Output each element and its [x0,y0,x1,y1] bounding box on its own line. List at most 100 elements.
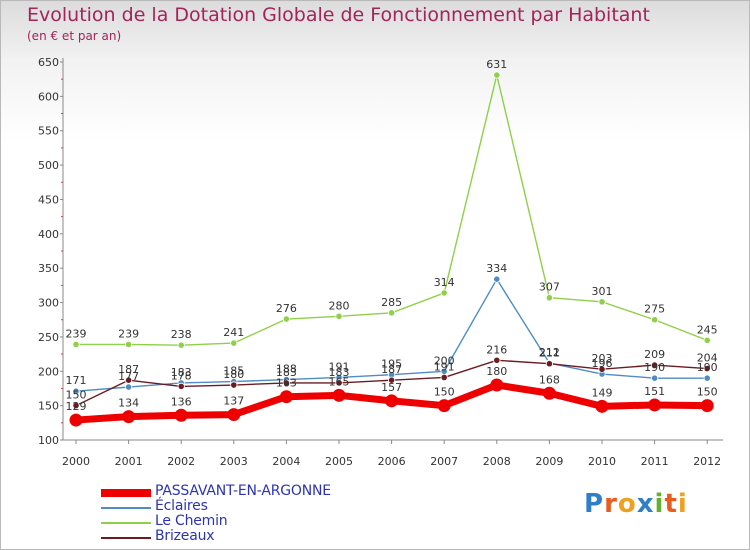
logo-letter: o [617,489,637,519]
data-label: 241 [223,326,244,339]
data-label: 276 [276,302,297,315]
y-tick-label: 150 [38,400,59,413]
data-label: 178 [171,369,192,382]
data-label: 211 [539,347,560,360]
proxiti-logo: Proxiti [584,489,688,519]
data-point [493,275,501,283]
data-point [282,315,290,323]
data-label: 190 [644,361,665,374]
data-label: 245 [697,323,718,336]
data-label: 301 [592,285,613,298]
data-point [440,289,448,297]
x-tick-label: 2005 [325,455,353,468]
data-label: 191 [329,360,350,373]
data-label: 180 [486,365,507,378]
data-label: 187 [381,363,402,376]
series-passavant-en-argonne [69,378,714,427]
data-point [387,376,396,384]
x-tick-label: 2006 [378,455,406,468]
legend-label: Brizeaux [155,528,215,544]
data-label: 165 [329,375,350,388]
data-label: 183 [171,366,192,379]
data-label: 151 [644,385,665,398]
data-point [493,356,501,364]
y-tick-label: 400 [38,228,59,241]
data-point [545,360,554,368]
data-point [598,298,606,306]
data-label: 239 [66,327,87,340]
data-label: 280 [329,299,350,312]
y-tick-label: 450 [38,193,59,206]
x-tick-label: 2007 [430,455,458,468]
x-tick-label: 2003 [220,455,248,468]
data-point [230,339,238,347]
data-point [332,388,346,402]
data-point [177,341,185,349]
data-point [177,382,185,390]
data-label: 129 [66,400,87,413]
data-label: 188 [276,363,297,376]
legend-swatch [101,507,151,509]
data-point [125,340,133,349]
data-point [595,399,609,413]
data-point [545,294,554,302]
data-point [493,71,501,79]
x-tick-label: 2010 [588,455,616,468]
data-point [437,399,451,413]
x-tick-label: 2002 [167,455,195,468]
data-point [700,399,714,413]
data-point [72,387,80,395]
data-label: 285 [381,296,402,309]
y-tick-label: 500 [38,159,59,172]
data-label: 203 [592,352,613,365]
data-point [650,374,659,382]
x-tick-label: 2004 [272,455,300,468]
x-tick-label: 2009 [535,455,563,468]
data-label: 136 [171,395,192,408]
legend-swatch [101,522,151,524]
data-point [335,312,343,320]
data-label: 275 [644,303,665,316]
legend-label: Éclaires [155,498,208,514]
data-point [174,408,188,422]
data-point [125,376,133,384]
x-tick-label: 2008 [483,455,511,468]
y-tick-label: 200 [38,365,59,378]
legend-label: Le Chemin [155,513,228,529]
data-point [72,340,80,349]
series-le-chemin [72,71,711,349]
data-label: 307 [539,281,560,294]
data-label: 216 [486,343,507,356]
data-label: 209 [644,348,665,361]
logo-letter: i [654,489,665,519]
data-label: 190 [697,361,718,374]
chart-subtitle: (en € et par an) [27,29,122,43]
data-point [648,398,662,412]
line-chart: 100 150 200 250 300 350 400 450 500 550 600 650 2000… [38,56,723,468]
data-label: 239 [118,327,139,340]
data-point [490,378,504,392]
data-point [122,410,136,424]
x-tick-label: 2012 [693,455,721,468]
data-label: 631 [486,58,507,71]
data-label: 187 [118,363,139,376]
y-tick-label: 250 [38,331,59,344]
logo-letter: r [604,489,618,519]
data-point [703,374,711,382]
x-tick-label: 2001 [115,455,143,468]
data-label: 314 [434,276,455,289]
y-tick-label: 550 [38,125,59,138]
data-label: 150 [697,386,718,399]
data-label: 137 [223,395,244,408]
data-label: 134 [118,397,139,410]
data-point [335,379,343,387]
data-label: 191 [434,360,455,373]
logo-letter: i [677,489,688,519]
data-point [440,373,448,382]
data-point [282,379,290,387]
series-layer [69,71,714,427]
data-point [598,365,606,373]
data-label: 195 [381,358,402,371]
chart-title: Evolution de la Dotation Globale de Fonc… [27,4,650,26]
